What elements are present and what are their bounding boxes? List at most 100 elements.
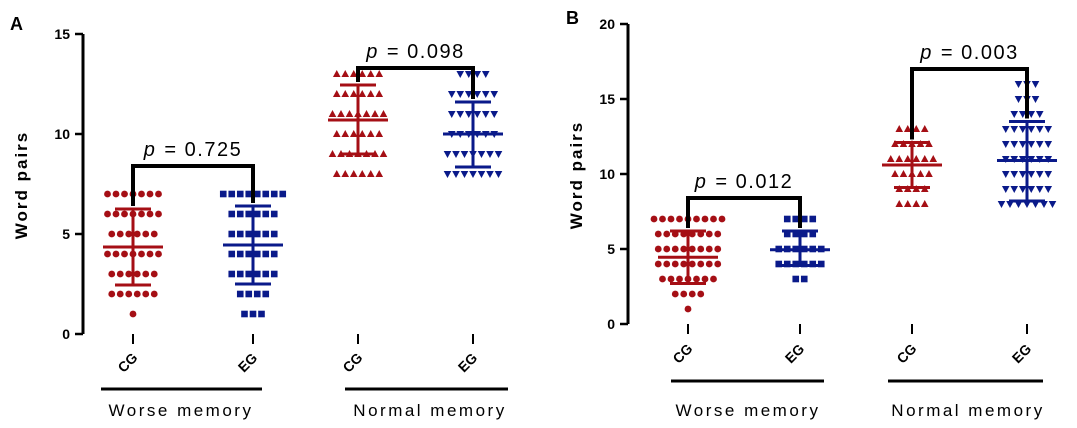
point-b-1-6-2 [800, 230, 808, 238]
y-ticks-b: 0 5 10 15 20 [599, 16, 628, 332]
point-a-1-3-2 [245, 270, 253, 278]
point-a-2-11-2 [345, 110, 354, 117]
x-category-label-b-3: EG [1009, 341, 1035, 367]
point-b-2-11-3 [912, 155, 921, 162]
panel-letter-b: B [566, 8, 579, 28]
point-b-0-2-0 [671, 290, 679, 298]
point-b-0-4-1 [663, 260, 671, 268]
point-a-2-12-1 [341, 90, 350, 97]
point-b-1-3-0 [792, 275, 800, 283]
point-a-3-12-5 [490, 91, 499, 98]
point-b-0-7-3 [676, 215, 683, 223]
point-a-1-7-3 [245, 190, 253, 198]
point-b-0-7-2 [667, 215, 675, 223]
point-a-1-7-2 [236, 190, 244, 198]
comparison-b-0-bracket [686, 196, 802, 228]
point-b-3-9-3 [1027, 186, 1036, 193]
point-b-0-5-1 [663, 245, 671, 253]
point-a-0-4-0 [104, 250, 111, 258]
point-b-0-5-0 [654, 245, 662, 253]
group-label-b-worse: Worse memory [676, 401, 821, 420]
point-b-3-13-0 [1001, 126, 1010, 133]
point-a-2-11-1 [337, 110, 345, 117]
point-b-3-13-3 [1027, 126, 1036, 133]
point-a-0-3-1 [116, 270, 124, 278]
point-a-0-2-4 [142, 290, 150, 298]
y-tick-label-b-3: 15 [599, 91, 615, 107]
point-b-3-10-3 [1027, 171, 1036, 178]
point-b-0-6-7 [714, 230, 722, 238]
comparison-b-1-bracket [910, 67, 1029, 140]
comparison-b-0-p-value: = 0.012 [715, 171, 793, 193]
panel-b: B Word pairs 0 5 10 15 20 p = 0.012 p = 0.0… [566, 8, 1057, 420]
x-category-label-b-0: CG [669, 340, 695, 366]
point-a-3-12-3 [473, 91, 482, 98]
point-b-2-11-5 [929, 155, 938, 162]
point-b-3-12-0 [1001, 141, 1010, 148]
point-a-0-7-6 [155, 190, 162, 198]
point-a-2-11-0 [328, 110, 337, 117]
point-b-3-8-6 [1048, 201, 1057, 208]
comparison-a-1-p-value: = 0.098 [387, 41, 465, 63]
point-a-3-9-0 [443, 151, 452, 158]
point-b-3-8-5 [1040, 201, 1048, 208]
point-b-1-7-1 [792, 215, 800, 223]
point-b-2-8-0 [895, 200, 904, 207]
point-a-0-6-0 [104, 210, 111, 218]
point-a-1-3-4 [262, 270, 270, 278]
point-a-3-8-2 [460, 171, 469, 178]
point-b-3-16-2 [1031, 81, 1040, 88]
point-a-2-13-1 [341, 70, 350, 77]
comparison-a-1-bracket [356, 66, 475, 99]
point-a-2-13-4 [366, 70, 375, 77]
point-b-0-5-4 [688, 245, 696, 253]
point-a-1-3-5 [270, 270, 278, 278]
comparison-b-0-p-text: p = 0.012 [694, 171, 793, 193]
point-a-3-12-4 [481, 91, 490, 98]
point-a-3-9-5 [486, 151, 494, 158]
point-b-2-10-1 [899, 170, 908, 177]
point-b-3-12-1 [1010, 141, 1019, 148]
point-a-0-5-1 [116, 230, 124, 238]
point-a-1-4-0 [228, 250, 236, 258]
point-a-2-12-0 [332, 90, 341, 97]
point-b-0-4-7 [714, 260, 722, 268]
point-b-0-3-0 [659, 275, 666, 283]
point-b-3-8-0 [997, 201, 1006, 208]
point-b-2-11-4 [920, 155, 929, 162]
point-a-3-11-1 [456, 111, 465, 118]
point-b-3-14-3 [1035, 111, 1044, 118]
point-b-0-3-4 [693, 275, 700, 283]
point-a-3-9-2 [460, 151, 469, 158]
group-label-a-normal: Normal memory [353, 401, 506, 420]
comparison-a-0-p-symbol: p [143, 139, 157, 161]
point-a-2-10-0 [332, 130, 341, 137]
y-tick-label-a-3: 15 [54, 26, 70, 42]
point-a-2-12-4 [366, 90, 375, 97]
point-b-3-15-2 [1031, 96, 1040, 103]
point-b-3-13-2 [1018, 126, 1027, 133]
point-b-2-13-1 [903, 125, 912, 132]
point-b-1-6-1 [792, 230, 800, 238]
data-points-a [104, 70, 503, 318]
point-a-0-4-6 [155, 250, 162, 258]
comparison-b-1-p-symbol: p [919, 42, 933, 64]
point-b-0-4-0 [654, 260, 662, 268]
point-b-3-8-1 [1006, 201, 1014, 208]
point-b-2-10-0 [891, 170, 899, 177]
point-b-0-6-1 [663, 230, 671, 238]
point-a-0-7-5 [146, 190, 154, 198]
point-b-3-10-5 [1044, 171, 1053, 178]
point-a-2-11-6 [379, 110, 388, 117]
point-a-3-12-0 [447, 91, 456, 98]
point-b-2-11-1 [895, 155, 904, 162]
point-a-0-7-2 [121, 190, 128, 198]
point-a-0-6-2 [121, 210, 128, 218]
point-b-3-9-1 [1010, 186, 1019, 193]
point-a-1-7-6 [270, 190, 278, 198]
comparison-a-1-p-text: p = 0.098 [365, 41, 464, 63]
point-a-2-12-3 [358, 90, 367, 97]
point-a-1-4-4 [262, 250, 270, 258]
